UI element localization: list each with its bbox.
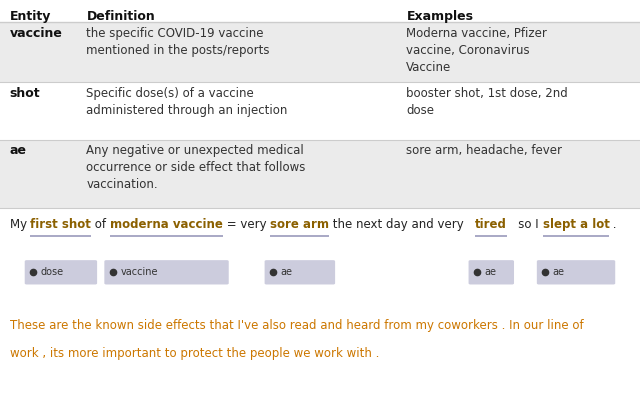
Text: shot: shot xyxy=(10,87,40,100)
Text: Examples: Examples xyxy=(406,10,474,23)
Text: of: of xyxy=(92,218,110,231)
Text: slept a lot: slept a lot xyxy=(543,218,609,231)
Text: moderna vaccine: moderna vaccine xyxy=(110,218,223,231)
Text: ae: ae xyxy=(10,144,27,158)
Text: vaccine: vaccine xyxy=(120,267,158,277)
FancyBboxPatch shape xyxy=(104,260,228,284)
Text: My: My xyxy=(10,218,31,231)
Text: the next day and very: the next day and very xyxy=(330,218,476,231)
FancyBboxPatch shape xyxy=(25,260,97,284)
Text: work , its more important to protect the people we work with .: work , its more important to protect the… xyxy=(10,347,379,360)
Bar xyxy=(0,140,640,208)
Text: first shot: first shot xyxy=(31,218,92,231)
Text: These are the known side effects that I've also read and heard from my coworkers: These are the known side effects that I'… xyxy=(10,319,583,332)
Text: so I: so I xyxy=(508,218,543,231)
FancyBboxPatch shape xyxy=(468,260,514,284)
Text: Any negative or unexpected medical
occurrence or side effect that follows
vaccin: Any negative or unexpected medical occur… xyxy=(86,144,306,192)
Text: the specific COVID-19 vaccine
mentioned in the posts/reports: the specific COVID-19 vaccine mentioned … xyxy=(86,27,270,57)
Text: booster shot, 1st dose, 2nd
dose: booster shot, 1st dose, 2nd dose xyxy=(406,87,568,117)
Text: Entity: Entity xyxy=(10,10,51,23)
Bar xyxy=(0,82,640,140)
Text: Moderna vaccine, Pfizer
vaccine, Coronavirus
Vaccine: Moderna vaccine, Pfizer vaccine, Coronav… xyxy=(406,27,547,74)
Text: .: . xyxy=(609,218,617,231)
Text: ae: ae xyxy=(553,267,565,277)
Text: sore arm: sore arm xyxy=(270,218,330,231)
FancyBboxPatch shape xyxy=(537,260,615,284)
Text: = very: = very xyxy=(223,218,270,231)
Text: tired: tired xyxy=(476,218,508,231)
Text: ae: ae xyxy=(280,267,292,277)
Bar xyxy=(0,22,640,82)
Text: sore arm, headache, fever: sore arm, headache, fever xyxy=(406,144,563,158)
Text: vaccine: vaccine xyxy=(10,27,63,40)
Text: Definition: Definition xyxy=(86,10,155,23)
FancyBboxPatch shape xyxy=(264,260,335,284)
Text: dose: dose xyxy=(41,267,64,277)
Text: Specific dose(s) of a vaccine
administered through an injection: Specific dose(s) of a vaccine administer… xyxy=(86,87,288,117)
Text: ae: ae xyxy=(484,267,497,277)
